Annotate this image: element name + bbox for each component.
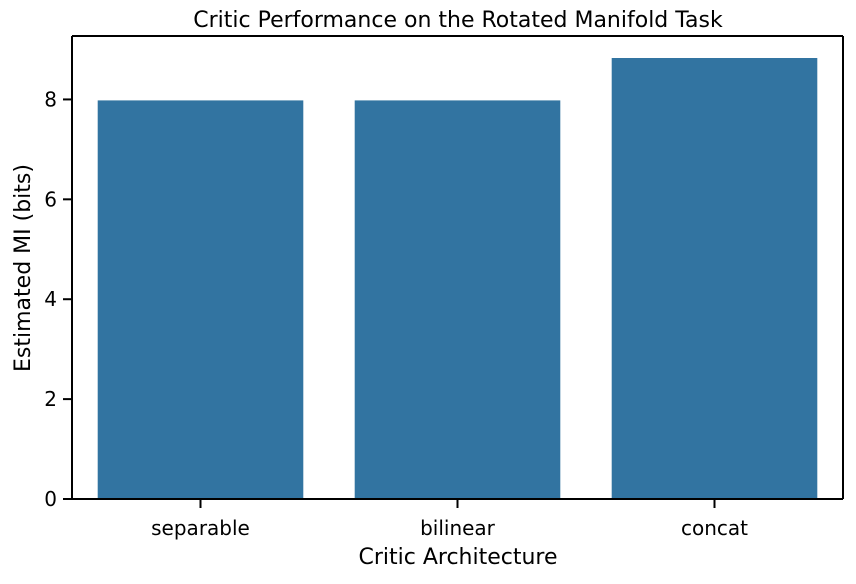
y-tick-label: 4: [44, 287, 57, 311]
x-axis-label: Critic Architecture: [358, 545, 557, 570]
y-tick-label: 8: [44, 87, 57, 111]
x-tick-label: bilinear: [420, 516, 496, 540]
y-axis-label: Estimated MI (bits): [11, 164, 36, 372]
y-axis-ticks: 0 2 4 6 8: [44, 87, 72, 511]
chart-title: Critic Performance on the Rotated Manifo…: [193, 8, 723, 33]
y-tick-label: 0: [44, 487, 57, 511]
x-axis-ticks: separable bilinear concat: [151, 499, 748, 540]
bars-group: [97, 58, 818, 500]
y-tick-label: 2: [44, 387, 57, 411]
x-tick-label: concat: [681, 516, 748, 540]
x-tick-label: separable: [151, 516, 250, 540]
bar-concat: [611, 58, 818, 499]
bar-separable: [97, 100, 304, 500]
bar-bilinear: [354, 100, 561, 500]
y-tick-label: 6: [44, 187, 57, 211]
